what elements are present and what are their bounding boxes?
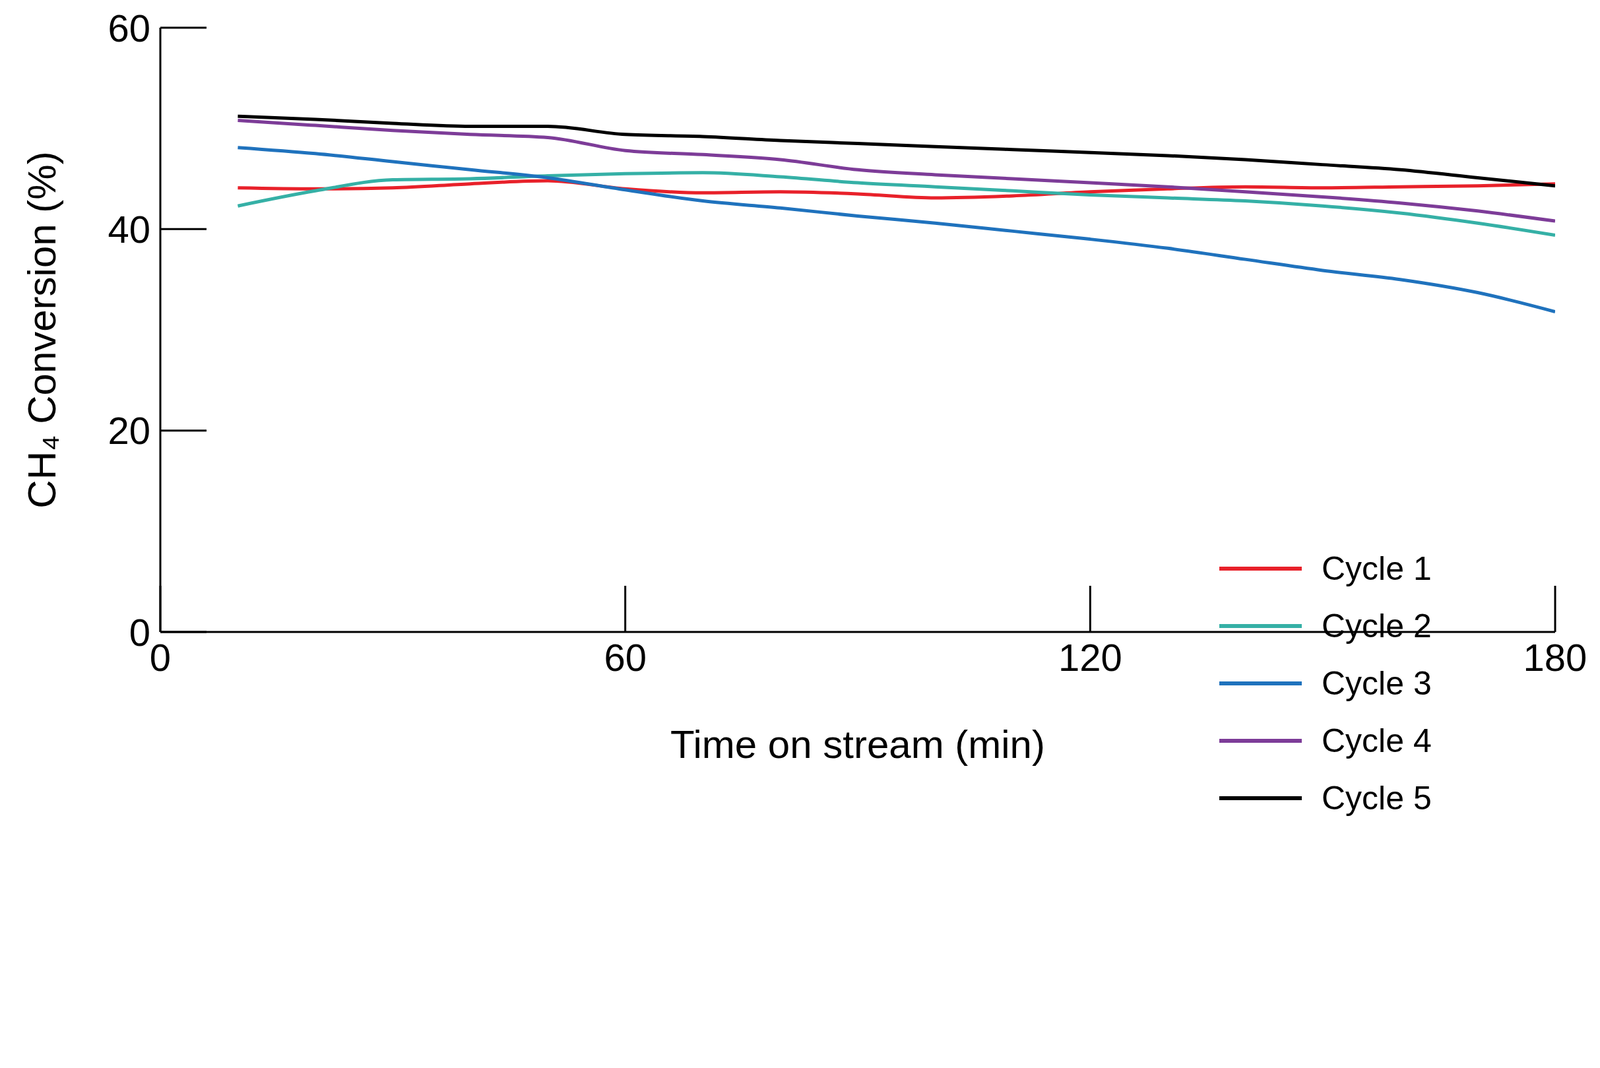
html-text:Cycle 1: Cycle 1	[1321, 549, 1432, 587]
svg-text:Time on stream (min): Time on stream (min)	[670, 722, 1046, 767]
svg-text:20: 20	[107, 409, 151, 452]
svg-text:120: 120	[1058, 636, 1123, 679]
html-text:Cycle 2: Cycle 2	[1321, 607, 1432, 645]
svg-text:60: 60	[603, 636, 647, 679]
svg-text:40: 40	[107, 207, 151, 251]
html-text:Cycle 4: Cycle 4	[1321, 722, 1432, 760]
svg-text:60: 60	[107, 6, 151, 50]
svg-text:0: 0	[149, 636, 171, 679]
html-text:Cycle 3: Cycle 3	[1321, 664, 1432, 702]
svg-text:0: 0	[129, 610, 151, 654]
svg-text:180: 180	[1523, 636, 1588, 679]
html-text:Cycle 5: Cycle 5	[1321, 779, 1432, 817]
svg-text:CH₄ Conversion (%): CH₄ Conversion (%)	[19, 151, 64, 509]
